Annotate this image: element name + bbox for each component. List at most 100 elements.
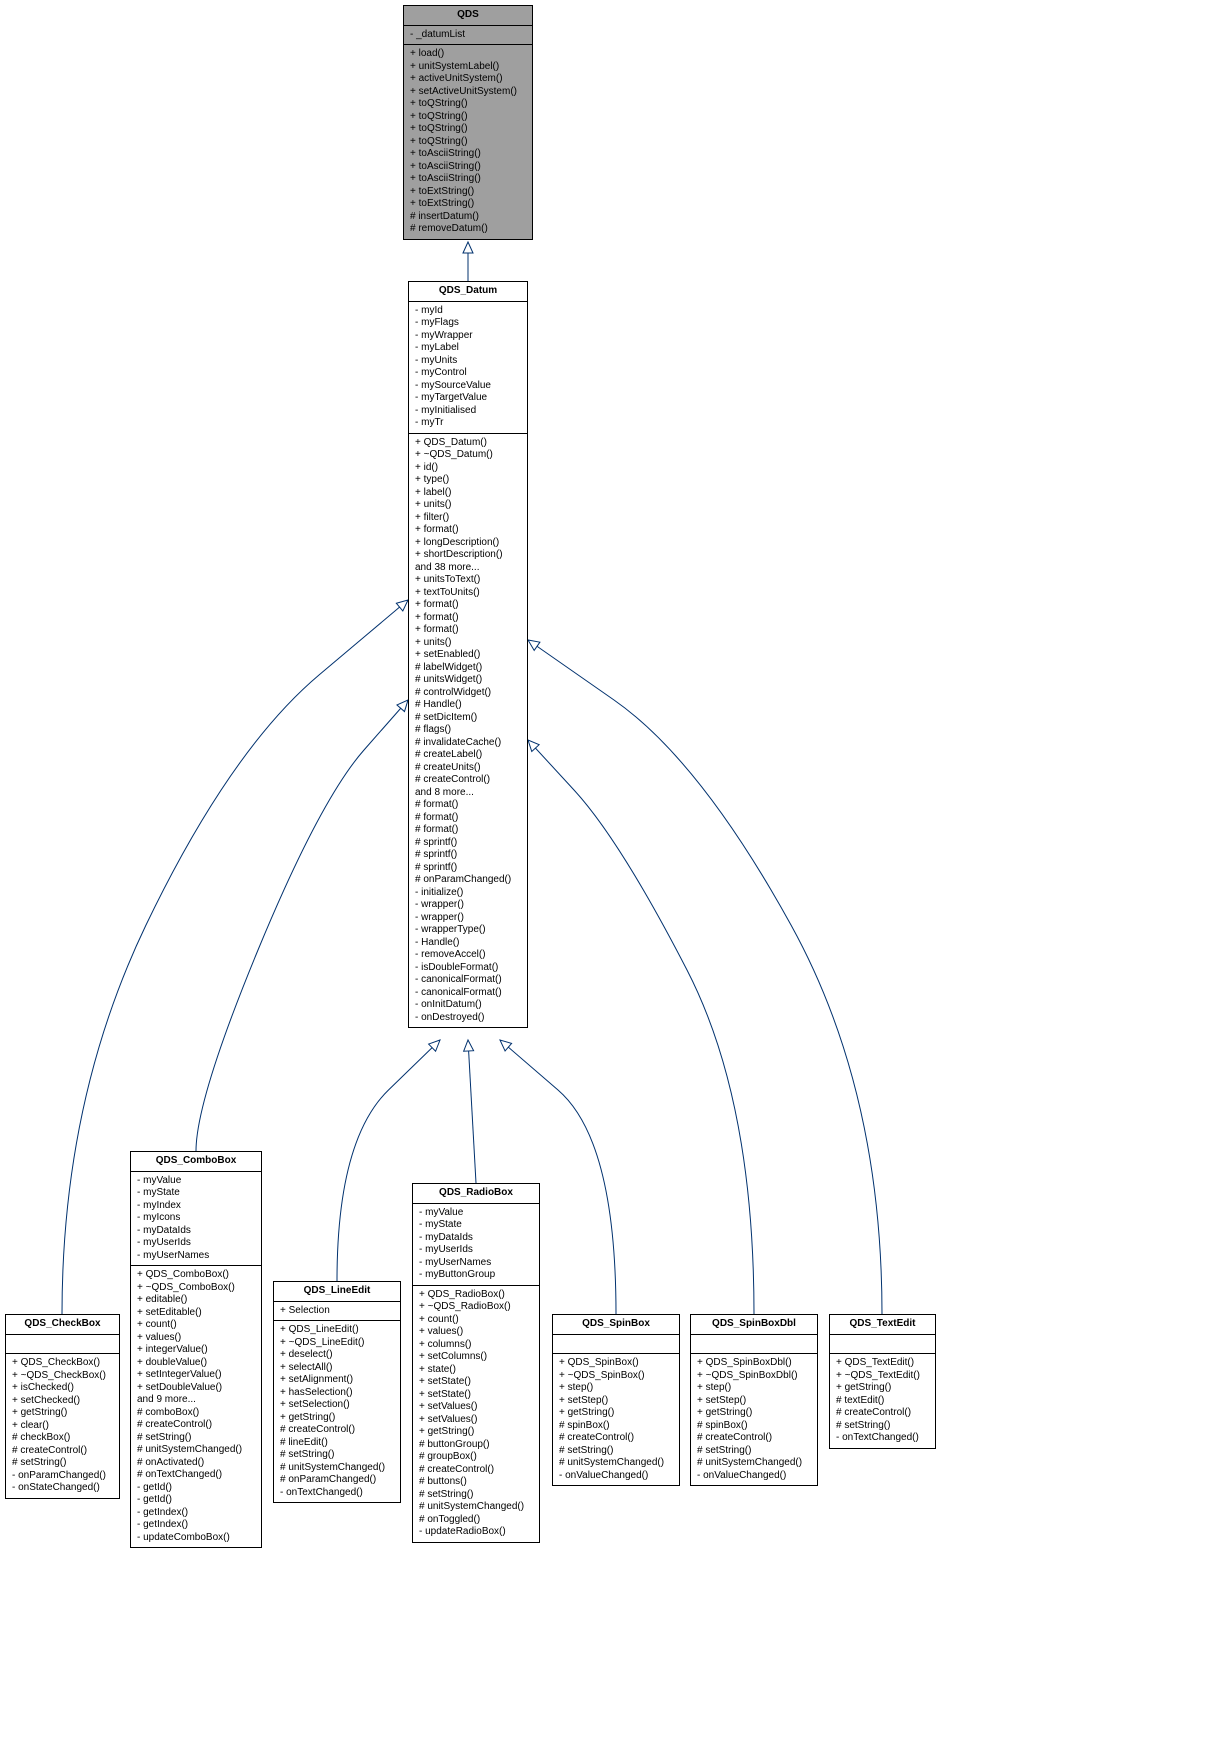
- member-line: + activeUnitSystem(): [410, 73, 526, 86]
- member-line: + toExtString(): [410, 186, 526, 199]
- class-section: + QDS_SpinBox()+ ~QDS_SpinBox()+ step()+…: [553, 1354, 679, 1485]
- member-line: - myLabel: [415, 342, 521, 355]
- member-line: + QDS_TextEdit(): [836, 1357, 929, 1370]
- member-line: # invalidateCache(): [415, 737, 521, 750]
- member-line: # sprintf(): [415, 862, 521, 875]
- member-line: # textEdit(): [836, 1395, 929, 1408]
- member-line: + values(): [137, 1332, 255, 1345]
- member-line: - onTextChanged(): [280, 1487, 394, 1500]
- member-line: + unitsToText(): [415, 574, 521, 587]
- member-line: + ~QDS_CheckBox(): [12, 1370, 113, 1383]
- member-line: + ~QDS_SpinBox(): [559, 1370, 673, 1383]
- member-line: - onStateChanged(): [12, 1482, 113, 1495]
- member-line: + doubleValue(): [137, 1357, 255, 1370]
- member-line: + setEnabled(): [415, 649, 521, 662]
- member-line: + clear(): [12, 1420, 113, 1433]
- member-line: - myValue: [137, 1175, 255, 1188]
- member-line: + type(): [415, 474, 521, 487]
- member-line: # groupBox(): [419, 1451, 533, 1464]
- member-line: + deselect(): [280, 1349, 394, 1362]
- member-line: - onInitDatum(): [415, 999, 521, 1012]
- member-line: + selectAll(): [280, 1362, 394, 1375]
- member-line: - myWrapper: [415, 330, 521, 343]
- class-section: + QDS_CheckBox()+ ~QDS_CheckBox()+ isChe…: [6, 1354, 119, 1498]
- member-line: + shortDescription(): [415, 549, 521, 562]
- member-line: - updateRadioBox(): [419, 1526, 533, 1539]
- member-line: + unitSystemLabel(): [410, 61, 526, 74]
- class-section: + QDS_TextEdit()+ ~QDS_TextEdit()+ getSt…: [830, 1354, 935, 1448]
- member-line: + toAsciiString(): [410, 173, 526, 186]
- member-line: # createLabel(): [415, 749, 521, 762]
- class-QDS_Datum[interactable]: QDS_Datum- myId- myFlags- myWrapper- myL…: [408, 281, 528, 1028]
- member-line: - myState: [419, 1219, 533, 1232]
- member-line: and 38 more...: [415, 562, 521, 575]
- member-line: - getId(): [137, 1482, 255, 1495]
- member-line: - wrapper(): [415, 912, 521, 925]
- class-section: + QDS_LineEdit()+ ~QDS_LineEdit()+ desel…: [274, 1321, 400, 1502]
- member-line: - wrapperType(): [415, 924, 521, 937]
- member-line: - _datumList: [410, 29, 526, 42]
- member-line: # unitSystemChanged(): [137, 1444, 255, 1457]
- member-line: - onTextChanged(): [836, 1432, 929, 1445]
- member-line: and 9 more...: [137, 1394, 255, 1407]
- member-line: + ~QDS_LineEdit(): [280, 1337, 394, 1350]
- member-line: # spinBox(): [697, 1420, 811, 1433]
- member-line: # unitsWidget(): [415, 674, 521, 687]
- member-line: + integerValue(): [137, 1344, 255, 1357]
- class-QDS_TextEdit[interactable]: QDS_TextEdit + QDS_TextEdit()+ ~QDS_Text…: [829, 1314, 936, 1449]
- class-QDS_LineEdit[interactable]: QDS_LineEdit+ Selection+ QDS_LineEdit()+…: [273, 1281, 401, 1503]
- member-line: + getString(): [836, 1382, 929, 1395]
- member-line: + format(): [415, 599, 521, 612]
- member-line: - myIndex: [137, 1200, 255, 1213]
- member-line: - myUnits: [415, 355, 521, 368]
- member-line: # flags(): [415, 724, 521, 737]
- class-section: + QDS_ComboBox()+ ~QDS_ComboBox()+ edita…: [131, 1266, 261, 1547]
- class-title: QDS_RadioBox: [413, 1184, 539, 1204]
- member-line: # onParamChanged(): [415, 874, 521, 887]
- class-section: + Selection: [274, 1302, 400, 1322]
- member-line: + ~QDS_ComboBox(): [137, 1282, 255, 1295]
- class-QDS_ComboBox[interactable]: QDS_ComboBox- myValue- myState- myIndex-…: [130, 1151, 262, 1548]
- member-line: # unitSystemChanged(): [280, 1462, 394, 1475]
- member-line: - onParamChanged(): [12, 1470, 113, 1483]
- class-QDS_RadioBox[interactable]: QDS_RadioBox- myValue- myState- myDataId…: [412, 1183, 540, 1543]
- class-section: - myId- myFlags- myWrapper- myLabel- myU…: [409, 302, 527, 434]
- member-line: # sprintf(): [415, 837, 521, 850]
- member-line: + ~QDS_SpinBoxDbl(): [697, 1370, 811, 1383]
- member-line: # buttons(): [419, 1476, 533, 1489]
- member-line: + id(): [415, 462, 521, 475]
- member-line: # format(): [415, 824, 521, 837]
- member-line: + count(): [419, 1314, 533, 1327]
- member-line: # createControl(): [137, 1419, 255, 1432]
- member-line: + ~QDS_TextEdit(): [836, 1370, 929, 1383]
- member-line: - myIcons: [137, 1212, 255, 1225]
- member-line: - myDataIds: [137, 1225, 255, 1238]
- member-line: - canonicalFormat(): [415, 974, 521, 987]
- class-title: QDS_LineEdit: [274, 1282, 400, 1302]
- member-line: + label(): [415, 487, 521, 500]
- member-line: # unitSystemChanged(): [559, 1457, 673, 1470]
- member-line: + step(): [559, 1382, 673, 1395]
- member-line: + toAsciiString(): [410, 161, 526, 174]
- class-QDS_CheckBox[interactable]: QDS_CheckBox + QDS_CheckBox()+ ~QDS_Chec…: [5, 1314, 120, 1499]
- member-line: + QDS_ComboBox(): [137, 1269, 255, 1282]
- member-line: # spinBox(): [559, 1420, 673, 1433]
- member-line: + QDS_SpinBox(): [559, 1357, 673, 1370]
- class-QDS[interactable]: QDS- _datumList+ load()+ unitSystemLabel…: [403, 5, 533, 240]
- class-section: - _datumList: [404, 26, 532, 46]
- class-QDS_SpinBoxDbl[interactable]: QDS_SpinBoxDbl + QDS_SpinBoxDbl()+ ~QDS_…: [690, 1314, 818, 1486]
- member-line: + isChecked(): [12, 1382, 113, 1395]
- class-QDS_SpinBox[interactable]: QDS_SpinBox + QDS_SpinBox()+ ~QDS_SpinBo…: [552, 1314, 680, 1486]
- member-line: + getString(): [697, 1407, 811, 1420]
- class-section: [691, 1335, 817, 1355]
- member-line: # onTextChanged(): [137, 1469, 255, 1482]
- member-line: # setDicItem(): [415, 712, 521, 725]
- member-line: - myTr: [415, 417, 521, 430]
- member-line: - myUserNames: [419, 1257, 533, 1270]
- member-line: + QDS_LineEdit(): [280, 1324, 394, 1337]
- member-line: + setColumns(): [419, 1351, 533, 1364]
- member-line: - wrapper(): [415, 899, 521, 912]
- member-line: - onDestroyed(): [415, 1012, 521, 1025]
- class-title: QDS_SpinBoxDbl: [691, 1315, 817, 1335]
- member-line: + load(): [410, 48, 526, 61]
